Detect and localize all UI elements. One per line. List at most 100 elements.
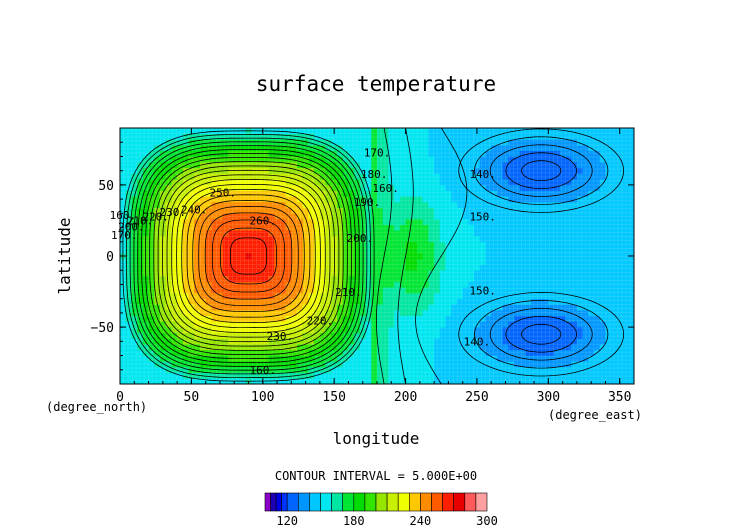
heatmap-cell bbox=[565, 247, 572, 254]
heatmap-cell bbox=[137, 275, 144, 282]
heatmap-cell bbox=[125, 190, 132, 197]
heatmap-cell bbox=[382, 292, 389, 299]
heatmap-cell bbox=[377, 224, 384, 231]
heatmap-cell bbox=[148, 338, 155, 345]
heatmap-cell bbox=[394, 224, 401, 231]
heatmap-cell bbox=[285, 355, 292, 362]
heatmap-cell bbox=[582, 321, 589, 328]
heatmap-cell bbox=[131, 315, 138, 322]
heatmap-cell bbox=[428, 258, 435, 265]
heatmap-cell bbox=[302, 167, 309, 174]
heatmap-cell bbox=[388, 310, 395, 317]
heatmap-cell bbox=[594, 219, 601, 226]
heatmap-cell bbox=[234, 139, 241, 146]
heatmap-cell bbox=[542, 179, 549, 186]
heatmap-cell bbox=[274, 338, 281, 345]
heatmap-cell bbox=[428, 281, 435, 288]
heatmap-cell bbox=[199, 150, 206, 157]
heatmap-cell bbox=[605, 224, 612, 231]
heatmap-cell bbox=[611, 224, 618, 231]
heatmap-cell bbox=[554, 207, 561, 214]
heatmap-cell bbox=[205, 230, 212, 237]
heatmap-cell bbox=[388, 366, 395, 373]
heatmap-cell bbox=[502, 304, 509, 311]
heatmap-cell bbox=[131, 355, 138, 362]
heatmap-cell bbox=[285, 372, 292, 379]
heatmap-cell bbox=[251, 219, 258, 226]
heatmap-cell bbox=[462, 145, 469, 152]
heatmap-cell bbox=[234, 275, 241, 282]
heatmap-cell bbox=[354, 173, 361, 180]
heatmap-cell bbox=[554, 219, 561, 226]
heatmap-cell bbox=[382, 173, 389, 180]
heatmap-cell bbox=[405, 133, 412, 140]
heatmap-cell bbox=[382, 236, 389, 243]
heatmap-cell bbox=[211, 270, 218, 277]
heatmap-cell bbox=[137, 150, 144, 157]
heatmap-cell bbox=[308, 321, 315, 328]
heatmap-cell bbox=[502, 150, 509, 157]
heatmap-cell bbox=[262, 349, 269, 356]
heatmap-cell bbox=[451, 247, 458, 254]
heatmap-cell bbox=[416, 133, 423, 140]
heatmap-cell bbox=[177, 287, 184, 294]
heatmap-cell bbox=[605, 338, 612, 345]
heatmap-cell bbox=[337, 349, 344, 356]
heatmap-cell bbox=[611, 230, 618, 237]
heatmap-cell bbox=[536, 332, 543, 339]
heatmap-cell bbox=[257, 287, 264, 294]
heatmap-cell bbox=[199, 378, 206, 384]
contour-line bbox=[204, 212, 293, 300]
heatmap-cell bbox=[159, 179, 166, 186]
contour-line bbox=[473, 136, 609, 205]
heatmap-cell bbox=[148, 184, 155, 191]
heatmap-cell bbox=[485, 196, 492, 203]
heatmap-cell bbox=[211, 281, 218, 288]
heatmap-cell bbox=[576, 338, 583, 345]
heatmap-cell bbox=[434, 344, 441, 351]
heatmap-cell bbox=[594, 258, 601, 265]
heatmap-cell bbox=[359, 361, 366, 368]
heatmap-cell bbox=[348, 378, 355, 384]
heatmap-cell bbox=[297, 258, 304, 265]
heatmap-cell bbox=[519, 184, 526, 191]
heatmap-cell bbox=[565, 162, 572, 169]
heatmap-cell bbox=[411, 287, 418, 294]
heatmap-cell bbox=[405, 150, 412, 157]
heatmap-cell bbox=[337, 321, 344, 328]
heatmap-cell bbox=[411, 133, 418, 140]
heatmap-cell bbox=[331, 207, 338, 214]
heatmap-cell bbox=[325, 310, 332, 317]
heatmap-cell bbox=[182, 145, 189, 152]
heatmap-cell bbox=[165, 332, 172, 339]
heatmap-cell bbox=[599, 275, 606, 282]
heatmap-cell bbox=[337, 275, 344, 282]
heatmap-cell bbox=[479, 167, 486, 174]
heatmap-cell bbox=[628, 241, 634, 248]
heatmap-cell bbox=[177, 224, 184, 231]
heatmap-cell bbox=[576, 275, 583, 282]
contour-line bbox=[489, 144, 593, 198]
heatmap-cell bbox=[565, 150, 572, 157]
heatmap-cell bbox=[199, 327, 206, 334]
heatmap-cell bbox=[559, 173, 566, 180]
heatmap-cell bbox=[611, 145, 618, 152]
heatmap-cell bbox=[502, 173, 509, 180]
heatmap-cell bbox=[399, 298, 406, 305]
heatmap-cell bbox=[251, 281, 258, 288]
heatmap-cell bbox=[142, 219, 149, 226]
heatmap-cell bbox=[245, 292, 252, 299]
heatmap-cell bbox=[405, 327, 412, 334]
heatmap-cell bbox=[342, 304, 349, 311]
heatmap-cell bbox=[234, 253, 241, 260]
heatmap-cell bbox=[188, 133, 195, 140]
heatmap-cell bbox=[451, 224, 458, 231]
heatmap-cell bbox=[394, 378, 401, 384]
heatmap-cell bbox=[354, 258, 361, 265]
heatmap-cell bbox=[154, 156, 161, 163]
heatmap-cell bbox=[182, 275, 189, 282]
heatmap-cell bbox=[382, 213, 389, 220]
heatmap-cell bbox=[502, 321, 509, 328]
heatmap-cell bbox=[594, 184, 601, 191]
heatmap-cell bbox=[479, 372, 486, 379]
